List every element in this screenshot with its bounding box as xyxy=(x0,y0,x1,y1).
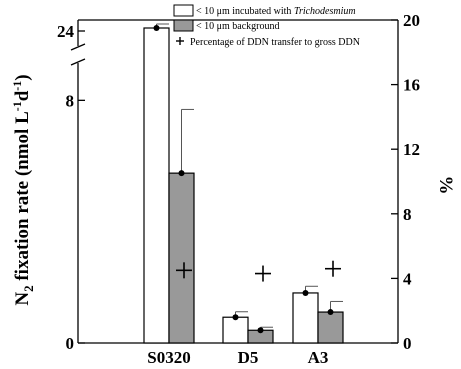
right-axis-ticks: 0 4 8 12 16 20 xyxy=(391,11,420,353)
mean-dot xyxy=(153,25,160,31)
legend: < 10 μm incubated with Trichodesmium < 1… xyxy=(173,4,360,48)
mean-dot xyxy=(178,170,185,177)
legend-label-incubated: < 10 μm incubated with Trichodesmium xyxy=(196,6,356,17)
bars xyxy=(143,27,344,344)
bar-incubated xyxy=(222,316,249,344)
legend-label-background: < 10 μm background xyxy=(196,21,280,32)
bar-background xyxy=(317,311,344,344)
left-axis-ticks: 0 8 24 xyxy=(57,22,85,353)
legend-plus-marker xyxy=(176,37,184,45)
bar-incubated xyxy=(143,27,170,344)
percent-markers xyxy=(176,260,341,282)
mean-dot xyxy=(232,314,239,321)
y-axis-left-title: N2 fixation rate (nmol L-1d-1) xyxy=(10,74,36,305)
left-tick-label: 0 xyxy=(66,334,75,353)
percent-marker xyxy=(325,260,341,277)
bar-incubated xyxy=(292,292,319,344)
left-tick-label: 24 xyxy=(57,22,75,41)
mean-dot xyxy=(302,289,309,296)
right-tick-label: 4 xyxy=(403,269,412,288)
left-tick-label: 8 xyxy=(66,91,75,110)
legend-swatch-gray xyxy=(173,19,194,32)
mean-dot xyxy=(327,309,334,316)
y-axis-right-title: % xyxy=(435,176,456,195)
axis-break-mark-upper xyxy=(70,43,86,51)
category-labels: S0320 D5 A3 xyxy=(147,348,328,367)
axis-break-mark-lower xyxy=(70,58,86,66)
right-tick-label: 20 xyxy=(403,11,420,30)
percent-marker xyxy=(255,265,271,282)
bar-background xyxy=(168,172,195,344)
plot-frame xyxy=(70,19,399,344)
right-tick-label: 12 xyxy=(403,140,420,159)
category-label: A3 xyxy=(308,348,329,367)
mean-dots xyxy=(153,25,334,334)
percent-marker xyxy=(176,262,192,279)
category-label: D5 xyxy=(238,348,259,367)
right-tick-label: 8 xyxy=(403,205,412,224)
right-tick-label: 16 xyxy=(403,76,420,95)
legend-swatch-white xyxy=(173,4,194,17)
legend-label-percent: Percentage of DDN transfer to gross DDN xyxy=(190,37,360,48)
mean-dot xyxy=(257,327,264,334)
category-label: S0320 xyxy=(147,348,190,367)
right-tick-label: 0 xyxy=(403,334,412,353)
